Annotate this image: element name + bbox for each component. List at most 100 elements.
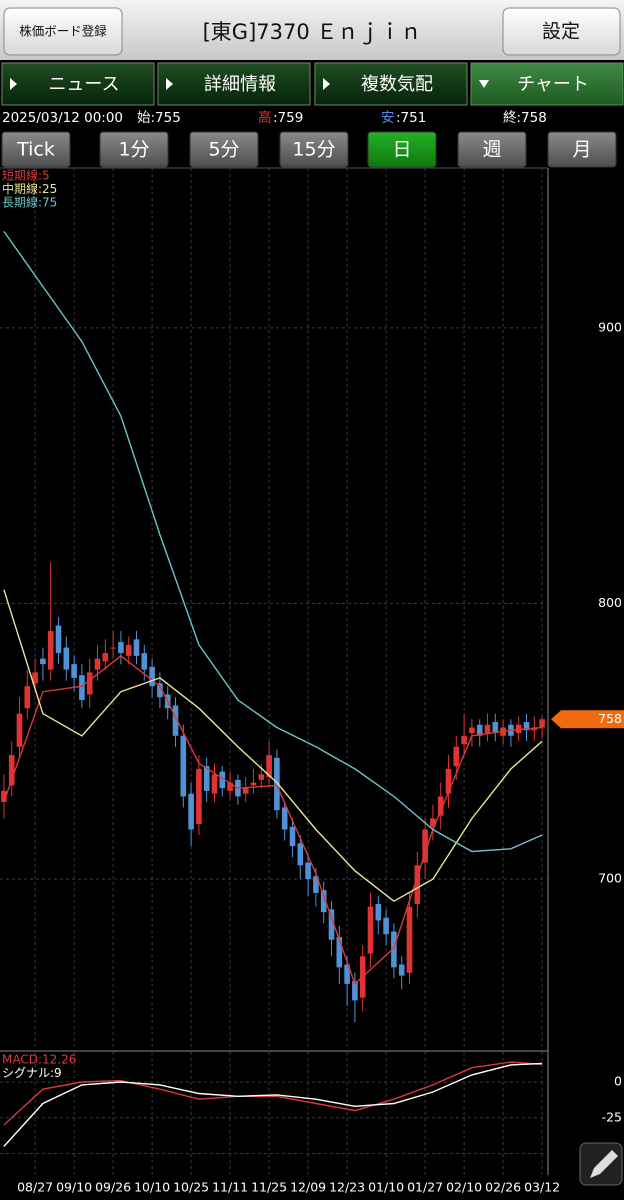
candle-body bbox=[437, 796, 444, 816]
quote-low-label: 安 bbox=[381, 110, 395, 126]
tab-arrow bbox=[166, 78, 173, 90]
pencil-icon bbox=[590, 1150, 618, 1178]
candle-body bbox=[445, 768, 452, 794]
quote-high-label: 高 bbox=[258, 109, 272, 126]
tab-label: 複数気配 bbox=[361, 74, 433, 95]
candle-body bbox=[55, 625, 62, 654]
candle-body bbox=[8, 755, 15, 786]
period-button[interactable] bbox=[189, 131, 259, 168]
period-label: 月 bbox=[572, 139, 591, 161]
period-label: 週 bbox=[482, 139, 501, 161]
x-tick-label: 11/25 bbox=[251, 1180, 287, 1195]
x-tick-label: 12/23 bbox=[329, 1180, 365, 1195]
candle-body bbox=[281, 807, 288, 830]
x-tick-label: 10/25 bbox=[173, 1180, 209, 1195]
legend-entry: シグナル:9 bbox=[2, 1066, 62, 1080]
candle-body bbox=[406, 906, 413, 973]
candle-body bbox=[203, 766, 210, 791]
tab[interactable] bbox=[470, 62, 624, 106]
candle-body bbox=[149, 666, 155, 687]
candle-body bbox=[274, 757, 280, 811]
candle-body bbox=[102, 653, 109, 662]
x-tick-label: 11/11 bbox=[212, 1180, 248, 1195]
candle-body bbox=[305, 862, 311, 880]
tab[interactable] bbox=[314, 62, 468, 106]
candle-body bbox=[539, 719, 545, 728]
period-label: 5分 bbox=[208, 139, 239, 161]
candle-body bbox=[250, 782, 257, 786]
candle-body bbox=[469, 727, 475, 734]
candle-body bbox=[289, 826, 296, 847]
candle-body bbox=[344, 964, 350, 984]
candle-body bbox=[523, 722, 530, 731]
x-tick-label: 12/09 bbox=[290, 1180, 326, 1195]
candle-body bbox=[383, 917, 389, 935]
register-button-label: 株価ボード登録 bbox=[19, 24, 107, 39]
candle-body bbox=[118, 642, 124, 654]
series-line bbox=[3, 655, 543, 986]
period-label: 日 bbox=[392, 139, 411, 161]
quote-datetime: 2025/03/12 00:00 bbox=[2, 110, 123, 126]
quote-open: 始:755 bbox=[137, 110, 181, 126]
candle-body bbox=[242, 788, 249, 794]
candle-body bbox=[1, 790, 7, 802]
candle-body bbox=[40, 658, 46, 665]
legend-entry: 長期線:75 bbox=[2, 195, 57, 210]
quote-low: :751 bbox=[396, 110, 426, 126]
settings-button[interactable] bbox=[502, 7, 621, 56]
candle-body bbox=[515, 724, 522, 734]
candle-body bbox=[336, 936, 343, 968]
y-tick-label: 800 bbox=[598, 595, 622, 610]
candle-body bbox=[258, 774, 265, 780]
candle-body bbox=[211, 774, 218, 794]
series-line bbox=[3, 589, 543, 903]
tab[interactable] bbox=[1, 62, 155, 106]
candle-body bbox=[16, 713, 23, 747]
series-line bbox=[3, 1061, 543, 1126]
candle-body bbox=[188, 793, 194, 830]
x-tick-label: 03/12 bbox=[524, 1180, 560, 1195]
period-button[interactable] bbox=[547, 131, 617, 168]
x-tick-label: 09/10 bbox=[56, 1180, 92, 1195]
price-tag-label: 758 bbox=[598, 711, 622, 726]
tab[interactable] bbox=[157, 62, 311, 106]
legend-entry: 中期線:25 bbox=[2, 181, 57, 196]
x-tick-label: 08/27 bbox=[17, 1180, 53, 1195]
candle-body bbox=[157, 683, 163, 698]
candle-body bbox=[47, 631, 54, 670]
candle-body bbox=[180, 735, 187, 797]
tab-label: 詳細情報 bbox=[204, 74, 276, 95]
candle-body bbox=[461, 735, 467, 745]
register-button[interactable] bbox=[3, 7, 123, 56]
candle-body bbox=[133, 639, 140, 656]
x-tick-label: 02/26 bbox=[485, 1180, 521, 1195]
tab-arrow bbox=[10, 78, 17, 90]
tab-label: ニュース bbox=[48, 74, 119, 95]
candle-body bbox=[32, 672, 38, 684]
candle-body bbox=[476, 724, 483, 736]
candle-body bbox=[414, 865, 421, 904]
candle-body bbox=[352, 981, 358, 1001]
period-button[interactable] bbox=[1, 131, 71, 168]
period-button[interactable] bbox=[99, 131, 169, 168]
candle-body bbox=[375, 903, 382, 921]
candle-body bbox=[391, 931, 397, 968]
candle-body bbox=[422, 829, 428, 863]
candle-body bbox=[320, 890, 327, 913]
period-button[interactable] bbox=[457, 131, 527, 168]
tab-arrow bbox=[323, 78, 330, 90]
price-tag bbox=[551, 710, 624, 729]
x-tick-label: 10/10 bbox=[134, 1180, 170, 1195]
y-tick-label: 0 bbox=[614, 1074, 622, 1089]
candle-body bbox=[172, 705, 179, 736]
period-button[interactable] bbox=[367, 131, 437, 168]
x-tick-label: 01/27 bbox=[407, 1180, 443, 1195]
candle-body bbox=[125, 644, 132, 656]
y-tick-label: 900 bbox=[598, 319, 622, 334]
candle-body bbox=[24, 686, 31, 709]
period-button[interactable] bbox=[279, 131, 349, 168]
x-tick-label: 01/10 bbox=[368, 1180, 404, 1195]
quote-close: 終:758 bbox=[503, 110, 547, 126]
candle-body bbox=[94, 658, 101, 670]
